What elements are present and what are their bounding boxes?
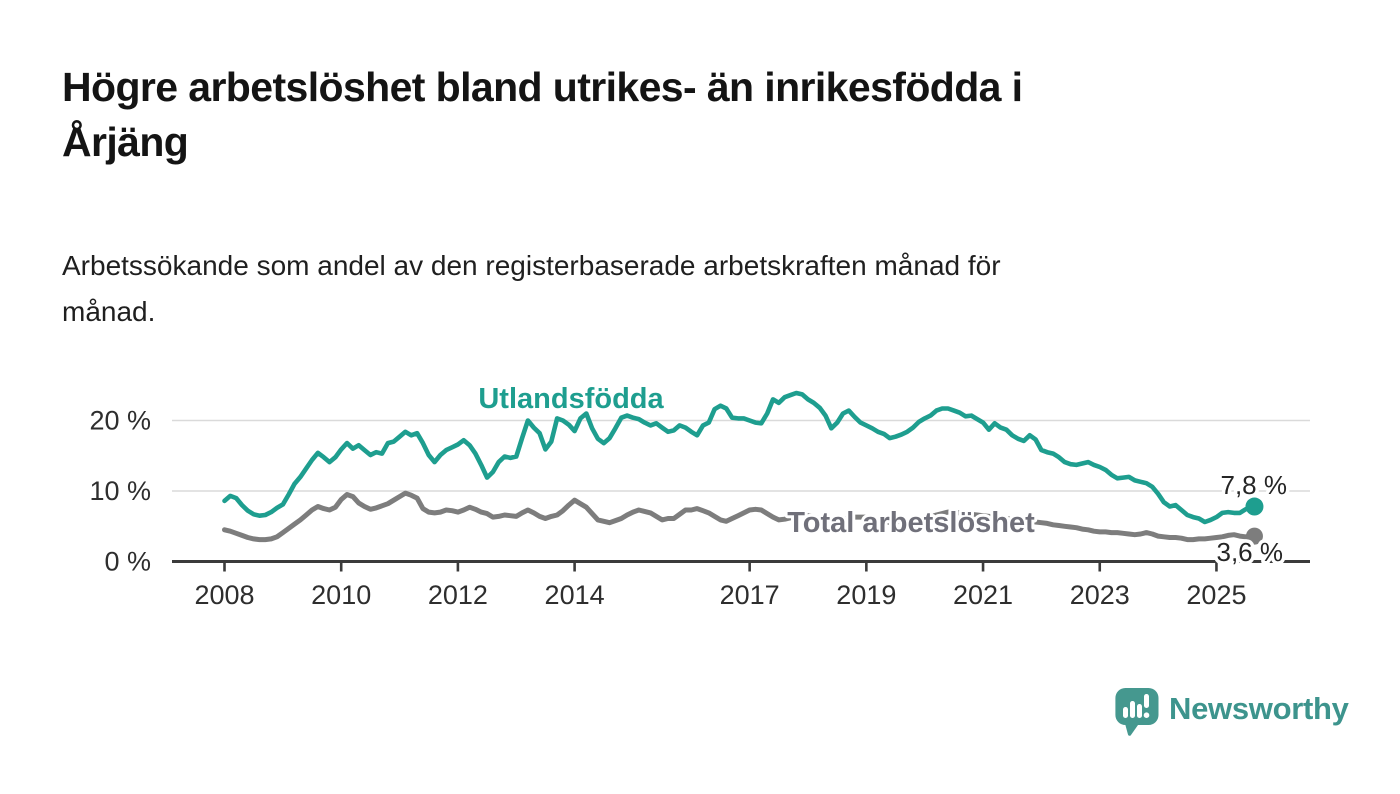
newsworthy-logo-text: Newsworthy bbox=[1169, 691, 1349, 726]
speech-bubble-shape bbox=[1115, 688, 1159, 736]
series-line-total bbox=[222, 490, 1254, 543]
newsworthy-speech-bubble-bars-icon bbox=[1115, 688, 1159, 736]
x-tick-label-2017: 2017 bbox=[720, 580, 780, 610]
page-title: Högre arbetslöshet bland utrikes- än inr… bbox=[62, 60, 1312, 170]
exclamation-bar bbox=[1144, 694, 1149, 708]
end-dot-total bbox=[1245, 527, 1263, 545]
exclamation-dot bbox=[1143, 712, 1150, 718]
x-tick-labels: 2008 2010 2012 2014 2017 2019 2021 2023 2025 bbox=[194, 580, 1246, 610]
series-line-utlandsfodda bbox=[222, 390, 1254, 525]
end-value-label-utlandsfodda: 7,8 % bbox=[1221, 470, 1288, 500]
x-tick-label-2019: 2019 bbox=[836, 580, 896, 610]
chart-subtitle-line1: Arbetssökande som andel av den registerb… bbox=[62, 250, 1001, 281]
end-dot-utlandsfodda bbox=[1245, 497, 1264, 516]
x-tick-label-2010: 2010 bbox=[311, 580, 371, 610]
series-lines bbox=[222, 390, 1254, 543]
end-value-label-total: 3,6 % bbox=[1217, 537, 1284, 567]
page-title-line2: Årjäng bbox=[62, 119, 189, 165]
chart-subtitle-line2: månad. bbox=[62, 296, 156, 327]
newsworthy-logo: Newsworthy bbox=[1115, 687, 1349, 736]
series-label-total-arbetsloshet: Total arbetslöshet bbox=[787, 507, 1035, 539]
y-tick-label-10: 10 % bbox=[89, 476, 151, 506]
chart-subtitle: Arbetssökande som andel av den registerb… bbox=[62, 243, 1312, 335]
y-tick-label-0: 0 % bbox=[104, 547, 151, 577]
x-tick-label-2023: 2023 bbox=[1070, 580, 1130, 610]
x-tick-marks bbox=[223, 561, 1218, 572]
x-tick-label-2021: 2021 bbox=[953, 580, 1013, 610]
page-title-line1: Högre arbetslöshet bland utrikes- än inr… bbox=[62, 64, 1023, 110]
bar-3 bbox=[1137, 704, 1142, 718]
x-tick-label-2014: 2014 bbox=[545, 580, 605, 610]
y-tick-label-20: 20 % bbox=[89, 406, 151, 436]
x-tick-label-2012: 2012 bbox=[428, 580, 488, 610]
x-tick-label-2025: 2025 bbox=[1186, 580, 1246, 610]
series-end-dots bbox=[1245, 497, 1264, 545]
series-label-utlandsfodda: Utlandsfödda bbox=[478, 383, 664, 415]
bar-2 bbox=[1130, 701, 1135, 718]
y-tick-labels: 0 % 10 % 20 % bbox=[89, 406, 151, 577]
bar-1 bbox=[1123, 707, 1128, 718]
x-tick-label-2008: 2008 bbox=[194, 580, 254, 610]
